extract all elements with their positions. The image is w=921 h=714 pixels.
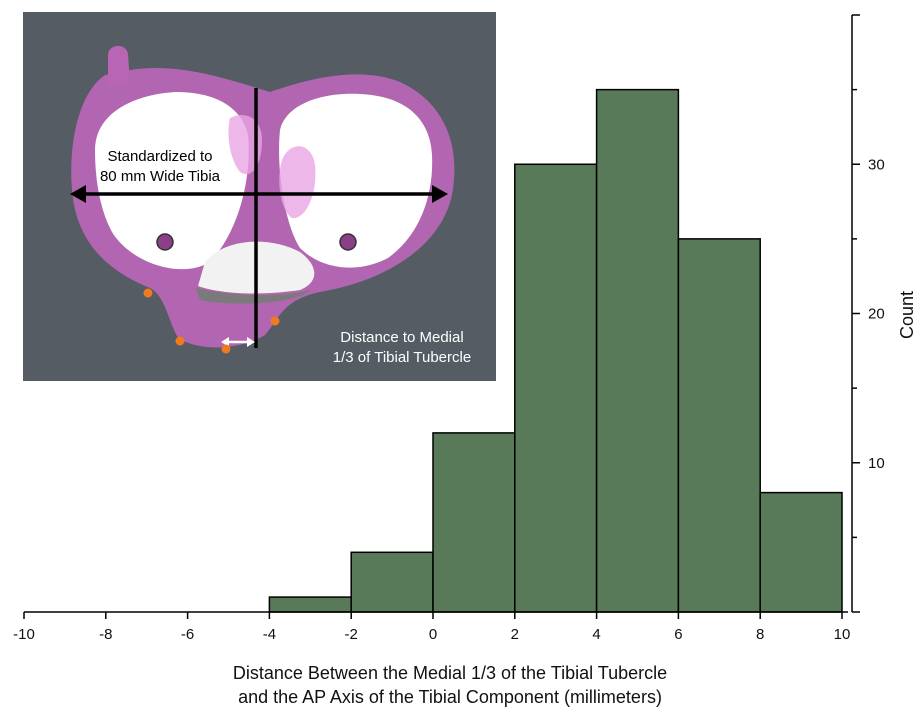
x-tick-label: 6 xyxy=(674,626,682,643)
peg-hole-left xyxy=(156,233,174,251)
y-tick-label: 20 xyxy=(868,306,885,323)
histogram-bar-5 xyxy=(677,238,761,613)
right-condyle xyxy=(279,93,433,268)
inset-tibia-image: Standardized to 80 mm Wide Tibia Distanc… xyxy=(23,12,496,381)
x-tick-label: 0 xyxy=(429,626,437,643)
y-axis-title: Count xyxy=(897,291,917,339)
label-standardized-line1: Standardized to xyxy=(107,148,212,165)
y-tick-label: 30 xyxy=(868,156,885,173)
x-tick-label: 10 xyxy=(834,626,851,643)
central-spine xyxy=(228,114,262,175)
label-distance-line2: 1/3 of Tibial Tubercle xyxy=(333,349,471,366)
histogram-bars xyxy=(268,88,843,613)
distance-arrow-left-head xyxy=(221,337,229,347)
width-arrow-left-head xyxy=(70,185,86,203)
histogram-bar-1 xyxy=(350,551,434,613)
x-tick-label: 8 xyxy=(756,626,764,643)
left-condyle xyxy=(95,92,249,270)
peg-hole-right xyxy=(339,233,357,251)
histogram-bar-4 xyxy=(595,88,680,613)
distance-arrow-right-head xyxy=(247,337,255,347)
tibia-post xyxy=(108,45,130,88)
y-tick-label: 10 xyxy=(868,455,885,472)
x-tick-label: -4 xyxy=(263,626,276,643)
histogram-bar-3 xyxy=(514,163,598,613)
x-tick-label: -10 xyxy=(13,626,35,643)
central-shadow xyxy=(196,288,310,304)
tubercle-marker xyxy=(143,288,153,298)
x-tick-label: -2 xyxy=(345,626,358,643)
axes: -10 -8 -6 -4 -2 0 2 4 6 8 10 10 20 30 xyxy=(13,14,885,643)
label-distance-line1: Distance to Medial xyxy=(340,329,463,346)
x-axis-title-line2: and the AP Axis of the Tibial Component … xyxy=(238,687,662,707)
tubercle-marker xyxy=(175,336,185,346)
tubercle-marker xyxy=(270,316,280,326)
x-tick-label: 2 xyxy=(511,626,519,643)
histogram-bar-2 xyxy=(432,432,516,613)
tubercle-marker xyxy=(221,344,231,354)
spine-lobe xyxy=(279,146,316,219)
x-axis-title-line1: Distance Between the Medial 1/3 of the T… xyxy=(233,663,667,683)
histogram-bar-6 xyxy=(759,491,843,613)
label-standardized-line2: 80 mm Wide Tibia xyxy=(100,168,221,185)
histogram-bar-0 xyxy=(268,596,352,613)
x-tick-label: 4 xyxy=(592,626,600,643)
x-tick-label: -8 xyxy=(99,626,112,643)
x-tick-label: -6 xyxy=(181,626,194,643)
width-arrow-right-head xyxy=(432,185,448,203)
